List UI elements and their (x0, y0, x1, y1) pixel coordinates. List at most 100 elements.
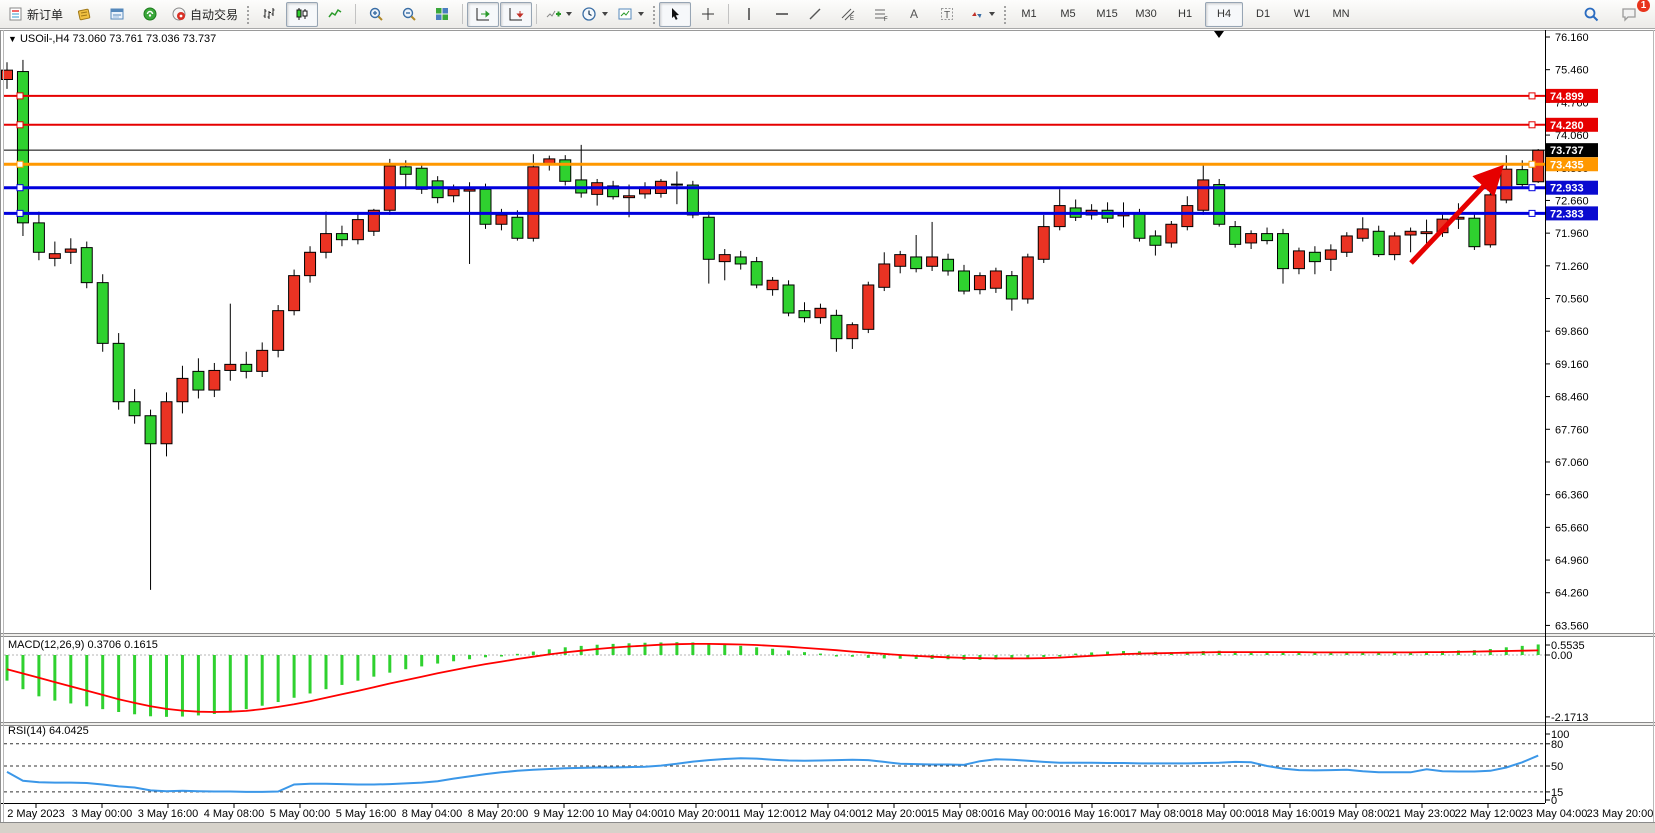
toolbar-drag-handle[interactable] (1002, 4, 1008, 24)
cursor-icon (667, 6, 683, 22)
chart-shift-button[interactable] (467, 1, 500, 27)
depth-icon (109, 6, 125, 22)
svg-text:T: T (944, 10, 950, 21)
timeframe-w1-button[interactable]: W1 (1293, 8, 1311, 20)
candle (702, 216, 715, 260)
collapse-triangle-icon[interactable]: ▼ (8, 34, 17, 44)
templates-button[interactable] (613, 2, 648, 27)
text-button[interactable]: A (898, 2, 930, 27)
svg-text:70.560: 70.560 (1555, 294, 1589, 306)
price-axis-ticks: 76.16075.46074.76074.06073.36072.66071.9… (1545, 32, 1589, 632)
timeframe-mn-button[interactable]: MN (1332, 8, 1350, 20)
texta-icon: A (906, 6, 922, 22)
trend-line-button[interactable] (799, 2, 831, 27)
timeframe-h4-button[interactable]: H4 (1205, 1, 1244, 27)
indicators-button[interactable] (541, 2, 576, 27)
search-button[interactable] (1575, 2, 1607, 27)
timeframe-h1-button[interactable]: H1 (1178, 8, 1193, 20)
line-anchor-handle[interactable] (16, 92, 24, 100)
candle (718, 254, 731, 263)
time-axis[interactable] (0, 803, 1655, 822)
chart-top-marker-icon[interactable] (1214, 31, 1224, 38)
timeframe-m30-button[interactable]: M30 (1135, 8, 1157, 20)
equidistant-channel-button[interactable]: E (832, 2, 864, 27)
dropdown-arrow-icon[interactable] (989, 12, 996, 16)
signals-button[interactable] (134, 2, 166, 27)
line-anchor-handle[interactable] (16, 184, 24, 192)
crosshair-button[interactable] (692, 2, 724, 27)
macd-histogram-bar (1377, 652, 1381, 655)
toolbar-drag-handle[interactable] (651, 4, 657, 24)
zoom-in-button[interactable] (360, 2, 392, 27)
macd-histogram-bar (1409, 651, 1413, 655)
notifications-button[interactable]: 1 (1613, 0, 1650, 27)
cursor-button[interactable] (659, 1, 692, 27)
candlesticks (1, 59, 1545, 590)
dropdown-arrow-icon[interactable] (638, 12, 645, 16)
candle (192, 370, 205, 391)
price-tag (1546, 88, 1598, 103)
candle (798, 310, 811, 319)
line-anchor-handle[interactable] (1528, 92, 1536, 100)
timeframe-d1-button[interactable]: D1 (1256, 8, 1271, 20)
horizontal-line-button[interactable] (766, 2, 798, 27)
candlestick-mode-button[interactable] (286, 1, 319, 27)
text-label-button[interactable]: T (931, 2, 963, 27)
candle (1340, 235, 1353, 253)
panel-separator[interactable] (0, 722, 1655, 726)
tline-icon (807, 6, 823, 22)
toolbar-drag-handle[interactable] (245, 4, 251, 24)
time-label: 16 May 00:00 (993, 808, 1060, 820)
time-label: 16 May 16:00 (1059, 808, 1126, 820)
rsi-indicator-label: RSI(14) 64.0425 (8, 725, 89, 737)
line-anchor-handle[interactable] (1528, 184, 1536, 192)
auto-scroll-button[interactable] (500, 1, 533, 27)
fibonacci-button[interactable]: F (865, 2, 897, 27)
chart-list-button[interactable] (68, 2, 100, 27)
svg-text:69.160: 69.160 (1555, 359, 1589, 371)
candle (1181, 205, 1194, 228)
macd-histogram-bar (308, 655, 312, 694)
macd-signal-line (6, 643, 1539, 713)
macd-histogram-bar (834, 655, 838, 657)
line-anchor-handle[interactable] (1528, 160, 1536, 168)
line-anchor-handle[interactable] (16, 209, 24, 217)
dropdown-arrow-icon[interactable] (566, 12, 573, 16)
macd-histogram-bar (53, 655, 57, 701)
candle (1005, 275, 1018, 300)
timeframe-m5-button[interactable]: M5 (1060, 8, 1076, 20)
toolbar-right-group: 1 (1575, 0, 1651, 27)
line-anchor-handle[interactable] (16, 160, 24, 168)
bar-chart-mode-button[interactable] (253, 2, 285, 27)
svg-text:72.660: 72.660 (1555, 195, 1589, 207)
line-anchor-handle[interactable] (16, 121, 24, 129)
market-depth-button[interactable] (101, 2, 133, 27)
candle (846, 324, 859, 340)
line-anchor-handle[interactable] (1528, 121, 1536, 129)
macd-histogram-bar (1249, 651, 1253, 655)
macd-histogram-bar (882, 655, 886, 659)
trend-arrow-object[interactable] (1409, 164, 1504, 265)
tile-windows-button[interactable] (426, 2, 458, 27)
candle (559, 159, 572, 182)
auto-trading-button[interactable]: 自动交易 (167, 2, 242, 27)
panel-separator[interactable] (0, 633, 1655, 637)
zoom-out-button[interactable] (393, 2, 425, 27)
line-anchor-handle[interactable] (1528, 209, 1536, 217)
dropdown-arrow-icon[interactable] (602, 12, 609, 16)
arrows-button[interactable] (964, 2, 999, 27)
timeframe-m1-button[interactable]: M1 (1021, 8, 1037, 20)
candle (623, 195, 636, 199)
price-tag (1546, 206, 1598, 221)
new-order-button[interactable]: 新订单 (4, 2, 67, 27)
macd-histogram-bar (1361, 652, 1365, 655)
macd-histogram-bar (1042, 655, 1046, 657)
line-chart-mode-button[interactable] (319, 2, 351, 27)
timeframe-m15-button[interactable]: M15 (1096, 8, 1118, 20)
vertical-line-button[interactable] (733, 2, 765, 27)
macd-histogram-bar (739, 645, 743, 655)
toolbar-separator (536, 4, 538, 24)
macd-histogram-bar (196, 655, 200, 716)
periods-button[interactable] (577, 2, 612, 27)
